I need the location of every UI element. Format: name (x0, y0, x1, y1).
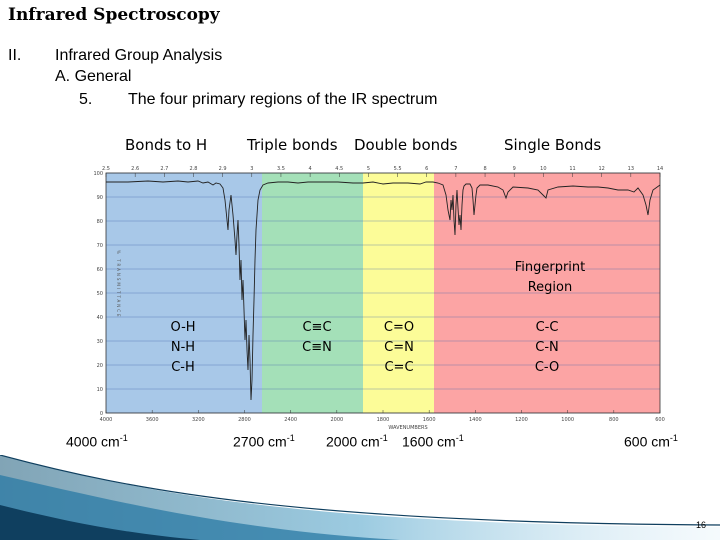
header-double-bonds: Double bonds (354, 136, 458, 154)
top-tick-label: 2.7 (160, 166, 168, 172)
outline-item-number: 5. (79, 91, 93, 108)
top-tick-label: 4.5 (335, 166, 343, 172)
bonds-triple-list: C≡C C≡N (292, 318, 342, 358)
bottom-tick-label: 1800 (377, 417, 390, 423)
y-tick-label: 20 (97, 363, 103, 369)
top-tick-label: 14 (657, 166, 663, 172)
bottom-tick-label: 2000 (330, 417, 343, 423)
top-tick-label: 2.6 (131, 166, 139, 172)
wavenumber-4000: 4000 cm-1 (66, 433, 128, 450)
bottom-tick-label: 2800 (238, 417, 251, 423)
y-tick-label: 50 (97, 291, 103, 297)
bond-c-h: C-H (171, 360, 195, 375)
bond-c-o: C-O (534, 360, 560, 375)
bond-n-h: N-H (170, 340, 196, 355)
bond-c-n: C-N (535, 340, 559, 355)
wavenumber-2000-unit-exp: -1 (379, 433, 388, 443)
top-axis-ticks: 2.5 2.6 2.7 2.8 2.9 3 3.5 4 4.5 5 5.5 6 7 8 9 10 11 12 13 1… (102, 166, 663, 177)
top-tick-label: 5 (367, 166, 370, 172)
bottom-tick-label: 1600 (423, 417, 436, 423)
spectrum-trace (106, 180, 661, 401)
wavenumber-2000-value: 2000 cm (326, 433, 380, 450)
bottom-tick-label: 2400 (284, 417, 297, 423)
bottom-tick-label: 4000 (100, 417, 113, 423)
header-bonds-to-h: Bonds to H (125, 136, 208, 154)
bottom-tick-label: 1000 (561, 417, 574, 423)
top-tick-label: 3 (250, 166, 253, 172)
bonds-single-list: C-C C-N C-O (522, 318, 572, 378)
y-tick-label: 40 (97, 315, 103, 321)
y-tick-label: 80 (97, 219, 103, 225)
outline-item-text: The four primary regions of the IR spect… (128, 91, 438, 108)
decorative-swoosh (0, 455, 720, 540)
y-tick-label: 90 (97, 195, 103, 201)
fingerprint-region-label: Fingerprint Region (490, 258, 610, 298)
page-number: 16 (695, 520, 706, 530)
bottom-axis-ticks: 4000 3600 3200 2800 2400 2000 1800 1600 1400 1200… (100, 410, 665, 423)
fingerprint-line-2: Region (527, 280, 573, 295)
outline-subheading: A. General (55, 68, 132, 85)
y-tick-label: 100 (93, 171, 103, 177)
ir-spectrum-figure: 2.5 2.6 2.7 2.8 2.9 3 3.5 4 4.5 5 5.5 6 7 8 9 10 11 12 13 1… (93, 166, 665, 431)
bond-c-double-n: C=N (384, 340, 414, 355)
bottom-tick-label: 3600 (146, 417, 159, 423)
bonds-h-list: O-H N-H C-H (158, 318, 208, 378)
top-tick-label: 11 (569, 166, 575, 172)
wavenumber-2000: 2000 cm-1 (326, 433, 388, 450)
header-triple-bonds: Triple bonds (247, 136, 338, 154)
wavenumber-1600: 1600 cm-1 (402, 433, 464, 450)
top-tick-label: 13 (628, 166, 634, 172)
y-tick-label: 0 (100, 411, 103, 417)
top-tick-label: 2.5 (102, 166, 110, 172)
top-tick-label: 12 (598, 166, 604, 172)
y-tick-label: 10 (97, 387, 103, 393)
top-tick-label: 8 (483, 166, 486, 172)
outline-heading: Infrared Group Analysis (55, 47, 223, 64)
top-tick-label: 9 (513, 166, 516, 172)
y-tick-label: 30 (97, 339, 103, 345)
bonds-double-list: C=O C=N C=C (374, 318, 424, 378)
bond-o-h: O-H (170, 320, 196, 335)
bottom-tick-label: 800 (609, 417, 619, 423)
fingerprint-line-1: Fingerprint (514, 260, 586, 275)
bond-c-c: C-C (535, 320, 559, 335)
outline-roman-numeral: II. (8, 47, 22, 64)
bond-c-double-c: C=C (384, 360, 414, 375)
wavenumber-1600-value: 1600 cm (402, 433, 456, 450)
top-tick-label: 2.9 (219, 166, 227, 172)
top-tick-label: 3.5 (277, 166, 285, 172)
bottom-tick-label: 1400 (469, 417, 482, 423)
top-tick-label: 5.5 (394, 166, 402, 172)
bond-c-triple-n: C≡N (302, 340, 332, 355)
y-tick-label: 70 (97, 243, 103, 249)
top-tick-label: 4 (309, 166, 312, 172)
top-tick-label: 2.8 (189, 166, 197, 172)
wavenumber-600-unit-exp: -1 (669, 433, 678, 443)
wavenumber-4000-unit-exp: -1 (119, 433, 128, 443)
top-tick-label: 6 (425, 166, 428, 172)
wavenumber-1600-unit-exp: -1 (455, 433, 464, 443)
slide-title: Infrared Spectroscopy (8, 5, 220, 25)
y-tick-label: 60 (97, 267, 103, 273)
bottom-tick-label: 1200 (515, 417, 528, 423)
bond-c-double-o: C=O (383, 320, 415, 335)
wavenumber-2700: 2700 cm-1 (233, 433, 295, 450)
header-single-bonds: Single Bonds (504, 136, 602, 154)
bottom-tick-label: 600 (655, 417, 665, 423)
x-axis-label: WAVENUMBERS (388, 425, 427, 431)
wavenumber-2700-unit-exp: -1 (286, 433, 295, 443)
top-tick-label: 10 (540, 166, 546, 172)
wavenumber-600: 600 cm-1 (624, 433, 678, 450)
wavenumber-4000-value: 4000 cm (66, 433, 120, 450)
wavenumber-2700-value: 2700 cm (233, 433, 287, 450)
wavenumber-600-value: 600 cm (624, 433, 670, 450)
y-axis-label: % TRANSMITTANCE (116, 250, 121, 319)
bond-c-triple-c: C≡C (302, 320, 332, 335)
top-tick-label: 7 (454, 166, 457, 172)
bottom-tick-label: 3200 (192, 417, 205, 423)
